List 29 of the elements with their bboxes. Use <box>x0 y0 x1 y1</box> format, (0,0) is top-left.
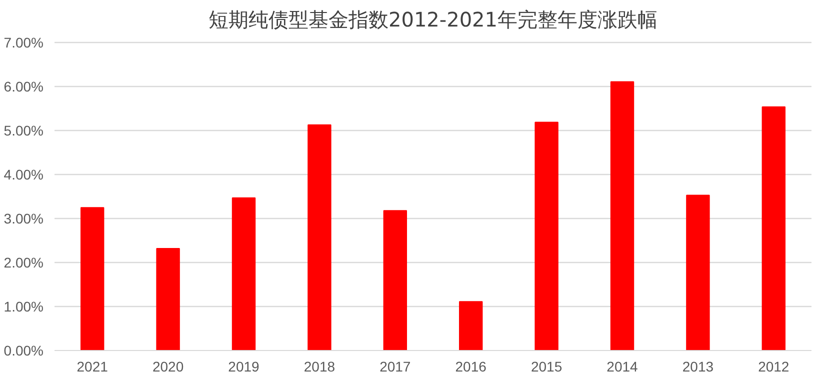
bar <box>232 197 256 350</box>
x-tick-label: 2013 <box>682 358 714 374</box>
y-tick-label: 7.00% <box>4 34 44 51</box>
y-tick-label: 4.00% <box>4 166 44 183</box>
bar <box>762 106 786 350</box>
x-tick-label: 2017 <box>380 358 411 374</box>
x-tick-label: 2018 <box>304 358 336 374</box>
bar <box>80 207 104 350</box>
chart-title: 短期纯债型基金指数2012-2021年完整年度涨跌幅 <box>208 8 658 32</box>
x-tick-label: 2015 <box>530 358 562 374</box>
x-tick-label: 2019 <box>228 358 260 374</box>
y-tick-label: 5.00% <box>4 122 44 139</box>
y-tick-label: 0.00% <box>4 342 44 358</box>
x-tick-label: 2020 <box>152 358 184 374</box>
bar <box>686 194 710 350</box>
bar <box>383 210 408 350</box>
y-tick-label: 3.00% <box>4 210 44 227</box>
x-tick-label: 2016 <box>455 358 487 374</box>
x-tick-label: 2012 <box>758 358 790 374</box>
bar <box>534 122 558 350</box>
bar <box>610 81 634 350</box>
y-tick-label: 1.00% <box>4 298 44 315</box>
y-tick-label: 2.00% <box>4 254 44 271</box>
x-tick-label: 2014 <box>606 358 638 374</box>
bar <box>458 301 483 350</box>
y-tick-label: 6.00% <box>4 78 44 95</box>
bar <box>308 124 332 350</box>
bar <box>156 248 180 350</box>
x-tick-label: 2021 <box>76 358 108 374</box>
